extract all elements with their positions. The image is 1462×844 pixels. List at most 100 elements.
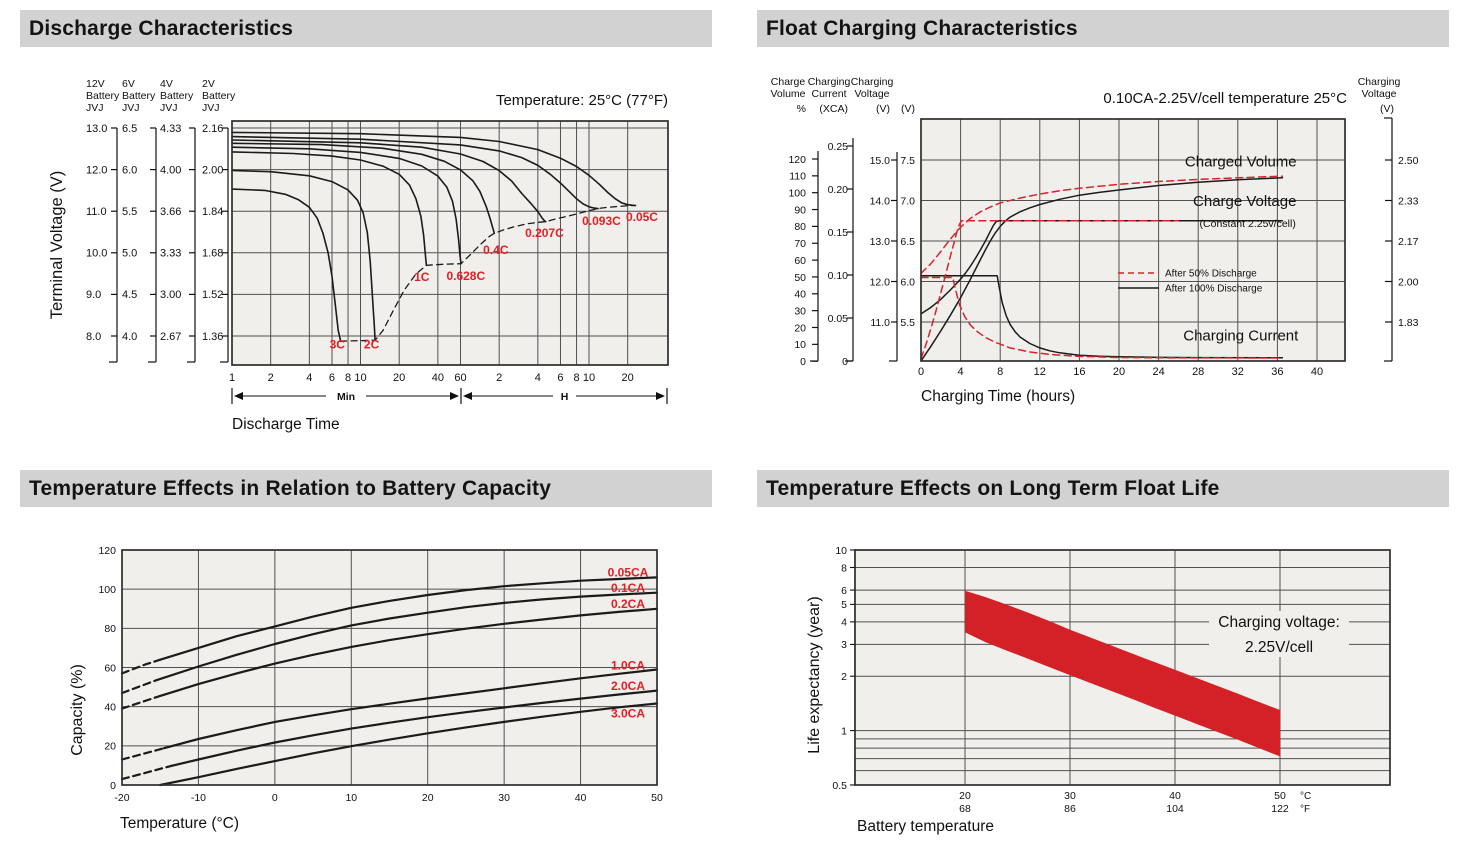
scale-value: 13.0 [870, 236, 891, 248]
right-scale-header: Charging [1358, 76, 1401, 88]
y-tick-label: 5 [841, 599, 847, 611]
scale-header: Battery [86, 90, 120, 102]
right-scale-value: 2.17 [1398, 236, 1419, 248]
scale-value: 7.5 [900, 155, 915, 167]
x-tick-label: -10 [191, 792, 206, 804]
curve-label-2C: 2C [364, 337, 380, 351]
annotation-2: (Constant 2.25v/cell) [1200, 218, 1296, 230]
x-unit-c: °C [1300, 791, 1311, 802]
scale-unit: (XCA) [819, 103, 848, 115]
x-tick-label: 6 [557, 372, 563, 384]
curve-label-0.093C: 0.093C [582, 214, 621, 228]
range-label-h: H [561, 391, 569, 403]
curve-charge-volume-after-100 [920, 177, 1284, 362]
curve-label-3.0CA: 3.0CA [611, 707, 645, 721]
float-charging-panel: Float Charging Characteristics Charge Vol… [757, 10, 1457, 470]
arrowhead [450, 392, 459, 400]
scale-value: 90 [794, 204, 806, 216]
scale-value: 4.0 [122, 331, 137, 343]
scale-value: 0.05 [828, 313, 849, 325]
scale-header: Current [811, 88, 846, 100]
annotation-line-1: Charging voltage: [1218, 614, 1340, 631]
scale-value: 10.0 [86, 248, 107, 260]
discharge-title: Discharge Characteristics [29, 17, 294, 40]
plot-area [232, 121, 668, 365]
scale-header: Charging [808, 76, 851, 88]
curve-label-0.4C: 0.4C [483, 243, 509, 257]
float-charging-title: Float Charging Characteristics [766, 17, 1078, 40]
x-tick-label: 28 [1192, 366, 1204, 378]
scale-value: 5.5 [122, 206, 137, 218]
curve-0.1CA [155, 591, 659, 682]
scale-value: 6.0 [122, 164, 137, 176]
scale-value: 3.66 [160, 206, 181, 218]
scale-value: 13.0 [86, 123, 107, 135]
curve-0.4C [231, 142, 496, 235]
x-tick-label: 40 [1311, 366, 1323, 378]
annotation-line-2: 2.25V/cell [1245, 639, 1313, 656]
curve-charge-voltage-after-50 [920, 220, 1180, 360]
y-axis-title: Capacity (%) [69, 664, 86, 756]
scale-unit: (V) [876, 103, 890, 115]
scale-value: 2.00 [202, 164, 223, 176]
scale-value: 14.0 [870, 195, 891, 207]
scale-value: 12.0 [86, 164, 107, 176]
right-scale-value: 1.83 [1398, 317, 1419, 329]
scale-value: 2.67 [160, 331, 181, 343]
x-tick-label: 8 [345, 372, 351, 384]
discharge-characteristics-chart: 12VBatteryJVJ13.012.011.010.09.08.06VBat… [48, 78, 669, 433]
curve-label-1.0CA: 1.0CA [611, 659, 645, 673]
x-tick-label-f: 122 [1271, 803, 1289, 815]
legend-label-100: After 100% Discharge [1165, 284, 1263, 295]
x-tick-label: 20 [1113, 366, 1125, 378]
scale-value: 50 [794, 272, 806, 284]
scale-value: 7.0 [900, 195, 915, 207]
endpoint-dashed-line [339, 204, 637, 342]
scale-header: JVJ [86, 102, 104, 114]
x-tick-label: 12 [1034, 366, 1046, 378]
right-scale-header: Voltage [1361, 88, 1396, 100]
float-charging-title-bar: Float Charging Characteristics [757, 10, 1449, 47]
arrowhead [656, 392, 665, 400]
temperature-capacity-panel: Temperature Effects in Relation to Batte… [20, 470, 712, 844]
scale-value: 110 [789, 171, 806, 183]
y-tick-label: 20 [104, 741, 116, 753]
x-tick-label: 36 [1271, 366, 1283, 378]
y-tick-label: 0.5 [832, 780, 847, 792]
scale-header: Charge [771, 76, 806, 88]
scale-value: 5.0 [122, 248, 137, 260]
y-tick-label: 6 [841, 585, 847, 597]
x-tick-label: 0 [918, 366, 924, 378]
x-tick-label: 60 [454, 372, 466, 384]
x-tick-label: 8 [573, 372, 579, 384]
x-tick-label: 50 [651, 792, 663, 804]
x-tick-label: 10 [354, 372, 366, 384]
curve-2C [231, 169, 376, 341]
discharge-panel: Discharge Characteristics 12V Battery JVJ 1… [20, 10, 712, 470]
temperature-capacity-title-bar: Temperature Effects in Relation to Batte… [20, 470, 712, 507]
curve-charge-voltage-after-100 [920, 220, 1284, 315]
y-tick-label: 100 [98, 584, 116, 596]
x-tick-label: 20 [393, 372, 405, 384]
x-tick-label-c: 40 [1169, 790, 1181, 802]
curve-1.0CA [162, 668, 659, 750]
curve-1C [231, 151, 428, 267]
curve-2.0CA [170, 689, 659, 767]
scale-value: 100 [788, 188, 806, 200]
x-tick-label: 2 [496, 372, 502, 384]
scale-value: 70 [794, 238, 806, 250]
curve-dash-0.2CA [120, 694, 162, 710]
float-life-title-bar: Temperature Effects on Long Term Float L… [757, 470, 1449, 507]
y-axis-title: Life expectancy (year) [806, 596, 823, 753]
x-tick-label: 4 [958, 366, 964, 378]
temperature-note: Temperature: 25°C (77°F) [496, 92, 668, 109]
x-tick-label: 4 [535, 372, 541, 384]
y-tick-label: 120 [98, 545, 116, 557]
y-tick-label: 3 [841, 639, 847, 651]
x-tick-label: 20 [422, 792, 434, 804]
x-axis-title: Battery temperature [857, 818, 994, 835]
scale-value: 0 [842, 356, 848, 368]
scale-value: 120 [788, 154, 806, 166]
scale-value: 60 [794, 255, 806, 267]
scale-value: 4.5 [122, 289, 137, 301]
